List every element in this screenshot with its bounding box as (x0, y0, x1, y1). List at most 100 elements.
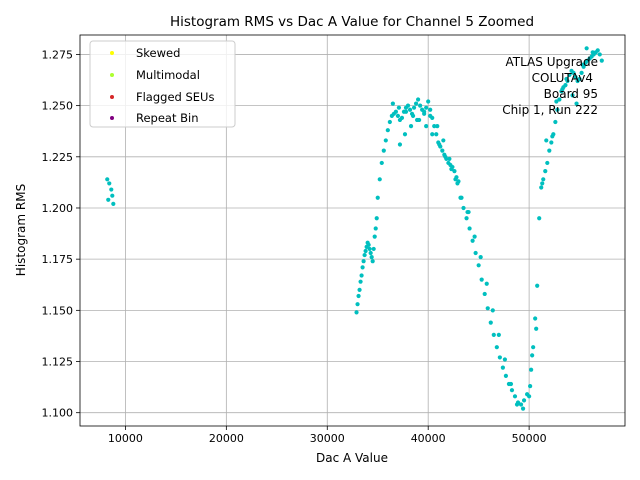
data-point (396, 105, 402, 110)
y-axis-ticks: 1.100 1.125 1.150 1.175 1.200 1.225 1.250 1.275 (42, 48, 80, 420)
data-point (410, 113, 416, 118)
data-point (441, 138, 446, 143)
data-point (508, 381, 514, 387)
data-point (367, 246, 372, 252)
data-point (411, 105, 417, 110)
plot-frame (79, 34, 626, 427)
data-point (381, 148, 386, 153)
data-point (560, 87, 565, 92)
data-point (417, 117, 422, 123)
data-point (422, 111, 427, 116)
data-point (407, 107, 413, 112)
data-point (430, 132, 435, 137)
data-point (544, 138, 549, 143)
data-point (491, 332, 496, 338)
annotation-line-2: COLUTAv4 (532, 71, 593, 85)
data-point (354, 310, 359, 315)
legend-label-multimodal: Multimodal (136, 68, 200, 82)
y-axis-label: Histogram RMS (14, 184, 28, 276)
data-point (521, 398, 527, 403)
y-tick-label: 1.150 (42, 304, 74, 317)
data-point (105, 177, 110, 182)
annotation-line-1: ATLAS Upgrade (505, 55, 598, 69)
data-point (557, 97, 562, 102)
x-axis-label: Dac A Value (316, 451, 388, 465)
data-point (528, 383, 533, 389)
data-point (373, 226, 378, 231)
y-tick-label: 1.125 (42, 356, 74, 369)
data-point (399, 115, 405, 121)
data-point (455, 181, 460, 186)
data-point (464, 216, 469, 221)
data-point (428, 107, 433, 112)
y-tick-label: 1.100 (42, 407, 74, 420)
data-point (514, 402, 520, 407)
data-point (530, 353, 535, 358)
data-point (518, 402, 524, 407)
chart-title: Histogram RMS vs Dac A Value for Channel… (170, 14, 534, 30)
data-point (416, 97, 421, 102)
data-point (555, 107, 560, 112)
data-point (449, 166, 454, 172)
data-point (357, 287, 362, 292)
legend-box (89, 40, 236, 128)
data-point (428, 113, 433, 118)
data-point (418, 103, 423, 108)
data-points (105, 46, 604, 411)
x-tick-label: 40000 (411, 432, 446, 445)
data-point (366, 242, 371, 247)
data-point (385, 128, 390, 133)
data-point (472, 234, 477, 239)
data-point (573, 74, 578, 80)
data-point (435, 123, 440, 129)
legend-marker-flagged-seus (110, 95, 114, 99)
data-point (503, 373, 509, 378)
data-point (106, 197, 111, 202)
data-point (577, 76, 582, 82)
data-point (488, 320, 493, 325)
data-point (496, 332, 501, 338)
data-point (393, 109, 398, 114)
data-point (482, 291, 487, 297)
data-point (574, 101, 579, 106)
data-point (529, 367, 534, 372)
data-point (377, 177, 382, 182)
data-point (453, 177, 458, 182)
data-point (374, 216, 379, 221)
legend-marker-multimodal (110, 73, 114, 77)
y-tick-label: 1.175 (42, 253, 74, 266)
data-point (571, 70, 576, 75)
data-point (361, 259, 366, 264)
legend: Skewed Multimodal Flagged SEUs Repeat Bi… (89, 40, 236, 128)
x-tick-label: 10000 (108, 432, 143, 445)
data-point (567, 72, 572, 78)
data-point (531, 345, 536, 350)
data-point (426, 99, 431, 104)
data-point (579, 70, 584, 75)
data-point (355, 302, 360, 307)
data-point (520, 406, 526, 411)
data-point (362, 252, 367, 258)
data-point (383, 138, 388, 143)
data-point (372, 234, 377, 239)
legend-label-repeat-bin: Repeat Bin (136, 111, 199, 125)
data-point (375, 195, 380, 200)
data-point (466, 209, 471, 215)
data-point (467, 226, 472, 231)
y-tick-label: 1.200 (42, 202, 74, 215)
data-point (413, 101, 419, 106)
data-point (527, 394, 532, 399)
y-tick-label: 1.225 (42, 151, 74, 164)
data-point (110, 193, 115, 198)
data-point (597, 52, 602, 57)
data-point (554, 99, 559, 104)
data-point (371, 246, 376, 252)
run-info-annotation: ATLAS Upgrade COLUTAv4 Board 95 Chip 1, … (502, 55, 598, 117)
x-tick-label: 30000 (310, 432, 345, 445)
data-point (440, 148, 445, 153)
data-point (408, 123, 414, 129)
data-point (356, 293, 361, 299)
data-point (111, 201, 116, 206)
data-point (595, 48, 600, 53)
legend-marker-repeat-bin (110, 116, 114, 120)
